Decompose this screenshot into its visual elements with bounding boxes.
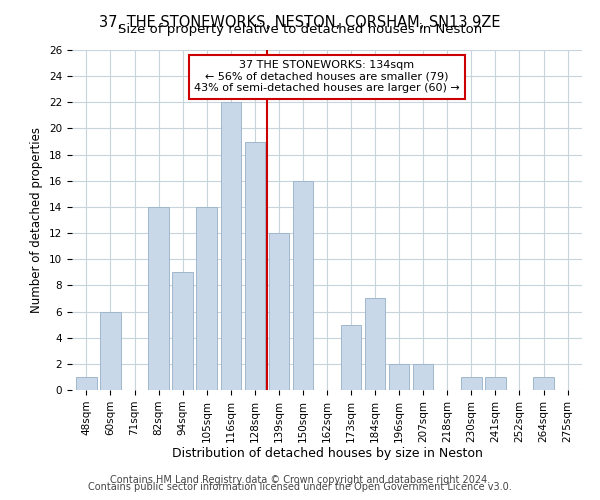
Bar: [172, 272, 193, 390]
Bar: [245, 142, 265, 390]
Bar: [461, 377, 482, 390]
Bar: [485, 377, 506, 390]
X-axis label: Distribution of detached houses by size in Neston: Distribution of detached houses by size …: [172, 448, 482, 460]
Bar: [389, 364, 409, 390]
Y-axis label: Number of detached properties: Number of detached properties: [31, 127, 43, 313]
Bar: [413, 364, 433, 390]
Text: Size of property relative to detached houses in Neston: Size of property relative to detached ho…: [118, 22, 482, 36]
Bar: [365, 298, 385, 390]
Text: 37 THE STONEWORKS: 134sqm
← 56% of detached houses are smaller (79)
43% of semi-: 37 THE STONEWORKS: 134sqm ← 56% of detac…: [194, 60, 460, 94]
Bar: [533, 377, 554, 390]
Text: Contains HM Land Registry data © Crown copyright and database right 2024.: Contains HM Land Registry data © Crown c…: [110, 475, 490, 485]
Text: 37, THE STONEWORKS, NESTON, CORSHAM, SN13 9ZE: 37, THE STONEWORKS, NESTON, CORSHAM, SN1…: [99, 15, 501, 30]
Bar: [100, 312, 121, 390]
Bar: [196, 207, 217, 390]
Text: Contains public sector information licensed under the Open Government Licence v3: Contains public sector information licen…: [88, 482, 512, 492]
Bar: [341, 324, 361, 390]
Bar: [293, 181, 313, 390]
Bar: [148, 207, 169, 390]
Bar: [269, 233, 289, 390]
Bar: [76, 377, 97, 390]
Bar: [221, 102, 241, 390]
